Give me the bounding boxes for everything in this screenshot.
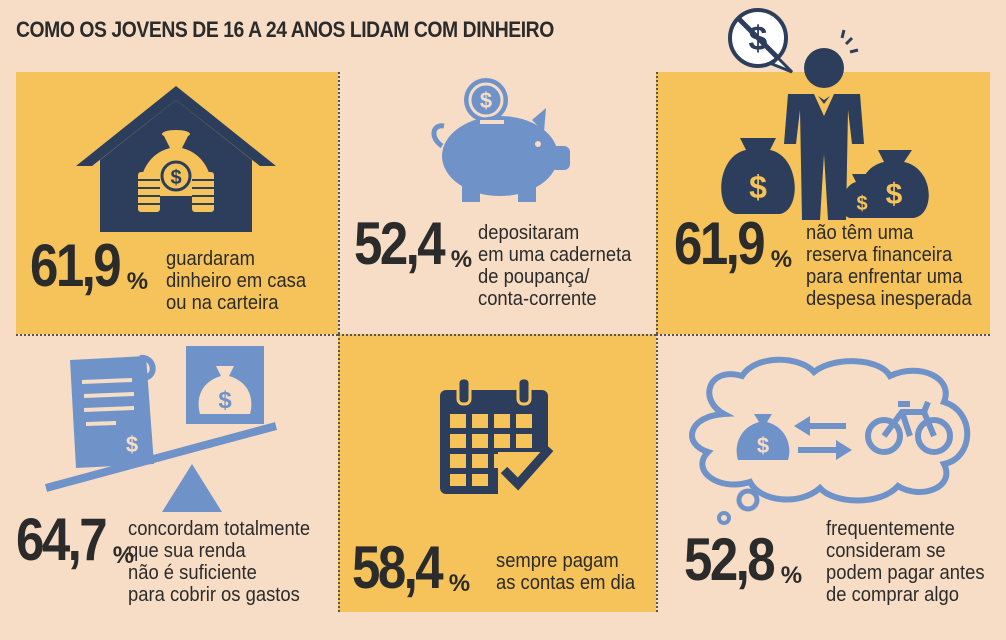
piggy-bank-icon: $ xyxy=(431,78,570,202)
svg-text:$: $ xyxy=(749,169,767,205)
stat-unit: % xyxy=(448,570,471,597)
stat-2: 52,4 % xyxy=(354,214,472,274)
divider xyxy=(656,334,658,612)
stat-value: 52,4 xyxy=(354,210,446,277)
stat-value: 58,4 xyxy=(352,534,444,601)
calendar-check-icon xyxy=(440,376,554,496)
stat-description: frequentemente consideram se podem pagar… xyxy=(826,518,985,606)
divider xyxy=(16,334,338,336)
stat-1: 61,9 % xyxy=(30,236,148,296)
stat-4: 64,7 % xyxy=(16,510,134,570)
divider xyxy=(656,72,658,334)
worried-man-moneybags-icon: $ $ $ $ xyxy=(721,8,929,220)
svg-text:$: $ xyxy=(218,387,232,414)
svg-text:$: $ xyxy=(886,178,903,211)
divider xyxy=(656,334,990,336)
stat-unit: % xyxy=(112,542,135,569)
stat-value: 61,9 xyxy=(30,232,122,299)
stat-value: 64,7 xyxy=(16,506,108,573)
divider xyxy=(338,334,340,612)
stat-value: 61,9 xyxy=(674,210,766,277)
page-title: COMO OS JOVENS DE 16 A 24 ANOS LIDAM COM… xyxy=(16,17,554,42)
stat-6: 52,8 % xyxy=(684,530,802,590)
svg-text:$: $ xyxy=(856,193,867,215)
stat-description: sempre pagam as contas em dia xyxy=(496,550,636,594)
divider xyxy=(338,334,656,336)
stat-unit: % xyxy=(126,268,149,295)
svg-text:$: $ xyxy=(480,88,492,113)
stat-unit: % xyxy=(450,246,473,273)
stat-value: 52,8 xyxy=(684,526,776,593)
stat-description: não têm uma reserva financeira para enfr… xyxy=(806,222,972,310)
stat-unit: % xyxy=(770,246,793,273)
stat-unit: % xyxy=(780,562,803,589)
stat-description: guardaram dinheiro em casa ou na carteir… xyxy=(166,248,307,314)
svg-text:$: $ xyxy=(126,432,138,457)
stat-description: concordam totalmente que sua renda não é… xyxy=(128,518,311,606)
thought-cloud-icon: $ xyxy=(689,356,971,525)
stat-5: 58,4 % xyxy=(352,538,470,598)
stat-description: depositaram em uma caderneta de poupança… xyxy=(478,222,632,310)
house-moneybag-icon: $ xyxy=(76,86,276,232)
bill-scale-icon: $ $ xyxy=(44,346,278,512)
svg-text:$: $ xyxy=(757,433,769,458)
divider xyxy=(338,72,340,334)
stat-3: 61,9 % xyxy=(674,214,792,274)
svg-text:$: $ xyxy=(170,167,181,189)
